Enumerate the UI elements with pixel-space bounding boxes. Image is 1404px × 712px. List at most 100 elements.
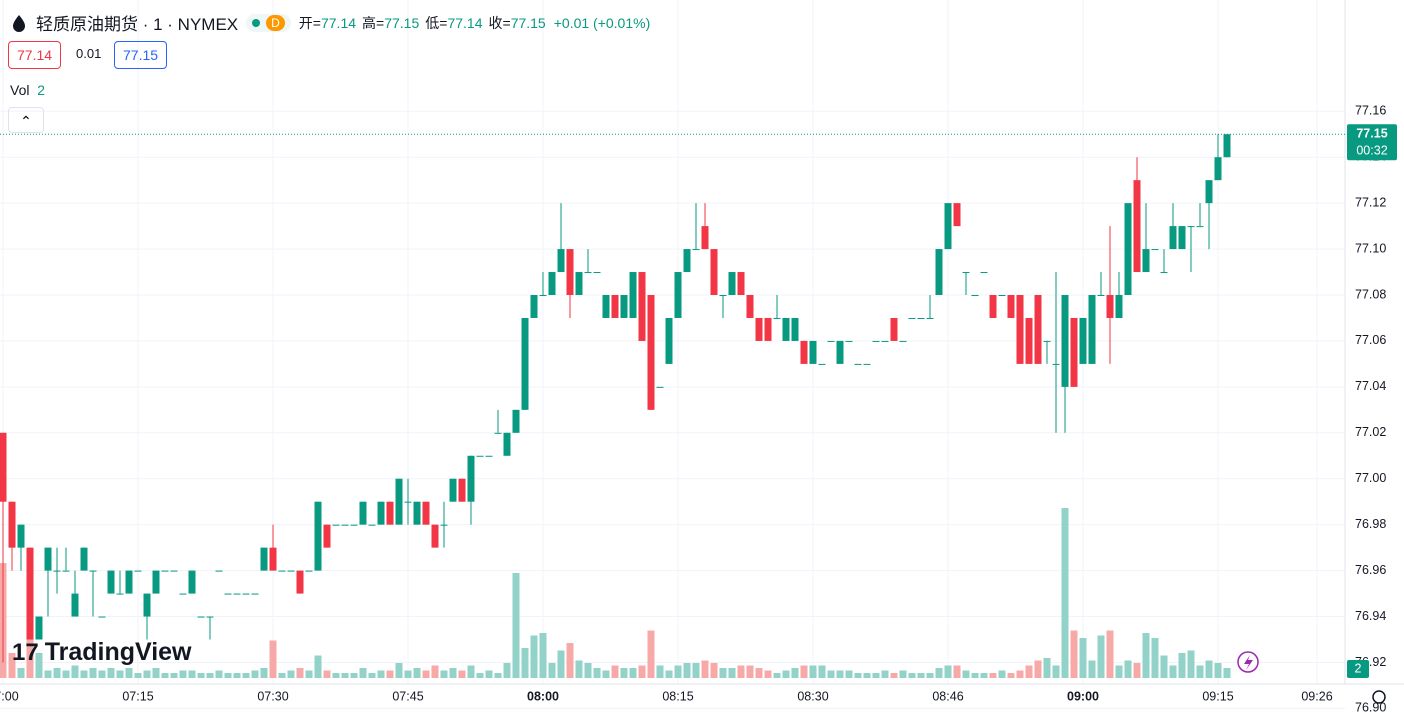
ohlc-item: 高=77.15 [362, 13, 419, 33]
collapse-button[interactable]: ⌃ [8, 107, 44, 133]
volume-bar [917, 673, 925, 678]
y-tick-label: 77.10 [1355, 241, 1386, 255]
x-tick-label: 09:00 [1067, 689, 1099, 703]
volume-bar [962, 670, 970, 678]
y-tick-label: 77.08 [1355, 287, 1386, 301]
candle-body [935, 249, 943, 295]
volume-bar [854, 673, 862, 678]
candle-body [791, 317, 799, 341]
candle-body [521, 317, 529, 410]
volume-bar [1151, 638, 1159, 678]
candle-body [998, 295, 1006, 296]
volume-bar [575, 660, 583, 678]
volume-bar [818, 665, 826, 678]
volume-bar [422, 670, 430, 678]
candle-body [854, 363, 862, 365]
volume-bar [728, 668, 736, 678]
candle-body [107, 570, 115, 594]
candle-body [431, 524, 439, 548]
volume-bar [89, 668, 97, 678]
candle-body [656, 386, 664, 388]
volume-bar [611, 665, 619, 678]
candle-body [359, 501, 367, 525]
x-tick-label: 07:15 [122, 689, 153, 703]
volume-bar [197, 673, 205, 678]
bid-button[interactable]: 77.14 [8, 41, 62, 69]
volume-bar [305, 670, 313, 678]
ohlc-item: 收=77.15 [489, 13, 546, 33]
change: +0.01 (+0.01%) [553, 14, 651, 31]
volume-bar [512, 573, 520, 678]
candle-body [1178, 226, 1186, 250]
volume-bar [1178, 653, 1186, 678]
candle-body [323, 524, 331, 548]
x-tick-label: 07:45 [392, 689, 423, 703]
candle-body [575, 272, 583, 295]
volume-bar [1070, 630, 1078, 678]
candle-body [1187, 226, 1195, 228]
volume-bar [332, 673, 340, 678]
candle-body [620, 295, 628, 318]
ask-button[interactable]: 77.15 [114, 41, 168, 69]
candle-body [1214, 157, 1222, 181]
volume-bar [638, 665, 646, 678]
candle-body [1034, 295, 1042, 364]
volume-bar [1088, 660, 1096, 678]
candle-body [458, 478, 466, 502]
volume-label: Vol [10, 82, 30, 98]
candle-body [926, 317, 934, 319]
candle-body [962, 272, 970, 274]
volume-bar [1223, 668, 1231, 678]
candle-body [98, 616, 106, 618]
candle-body [1070, 317, 1078, 387]
volume-bar [44, 670, 52, 678]
candle-body [269, 547, 277, 571]
candle-body [764, 317, 772, 341]
volume-bar [440, 670, 448, 678]
status-pill[interactable]: D [246, 13, 291, 32]
logo-text: TradingView [44, 638, 192, 666]
settings-icon [1372, 690, 1386, 704]
volume-bar [899, 670, 907, 678]
x-tick-label: 08:30 [797, 689, 828, 703]
candle-body [683, 249, 691, 273]
ohlc-label: 低= [425, 14, 448, 31]
volume-bar [746, 665, 754, 678]
volume-bar [395, 663, 403, 678]
volume-bar [35, 653, 43, 678]
candle-body [1223, 134, 1231, 158]
volume-bar [62, 670, 70, 678]
volume-bar [683, 663, 691, 678]
x-tick-label: 08:46 [932, 689, 963, 703]
volume-bar [278, 673, 286, 678]
candle-body [278, 570, 286, 572]
volume-bar [152, 668, 160, 678]
volume-bar [602, 670, 610, 678]
volume-bar [863, 673, 871, 678]
volume-bar [782, 670, 790, 678]
candle-body [1088, 295, 1096, 364]
volume-bar [827, 670, 835, 678]
volume-bar [377, 670, 385, 678]
candle-body [368, 524, 376, 526]
volume-bar [368, 673, 376, 678]
watermark: 17 TradingView [12, 638, 192, 667]
volume-legend: Vol 2 [10, 82, 45, 98]
candle-body [260, 547, 268, 571]
volume-bar [989, 673, 997, 678]
ohlc-value: 77.14 [320, 14, 357, 31]
candle-body [530, 295, 538, 318]
candle-body [287, 570, 295, 572]
candle-body [584, 272, 592, 274]
candle-body [1016, 295, 1024, 364]
volume-bar [593, 668, 601, 678]
volume-bar [296, 668, 304, 678]
volume-bar [926, 673, 934, 678]
candle-body [989, 295, 997, 318]
volume-bar [206, 673, 214, 678]
volume-bar [404, 670, 412, 678]
candle-body [1124, 203, 1132, 295]
volume-bar [620, 668, 628, 678]
candle-body [980, 272, 988, 274]
